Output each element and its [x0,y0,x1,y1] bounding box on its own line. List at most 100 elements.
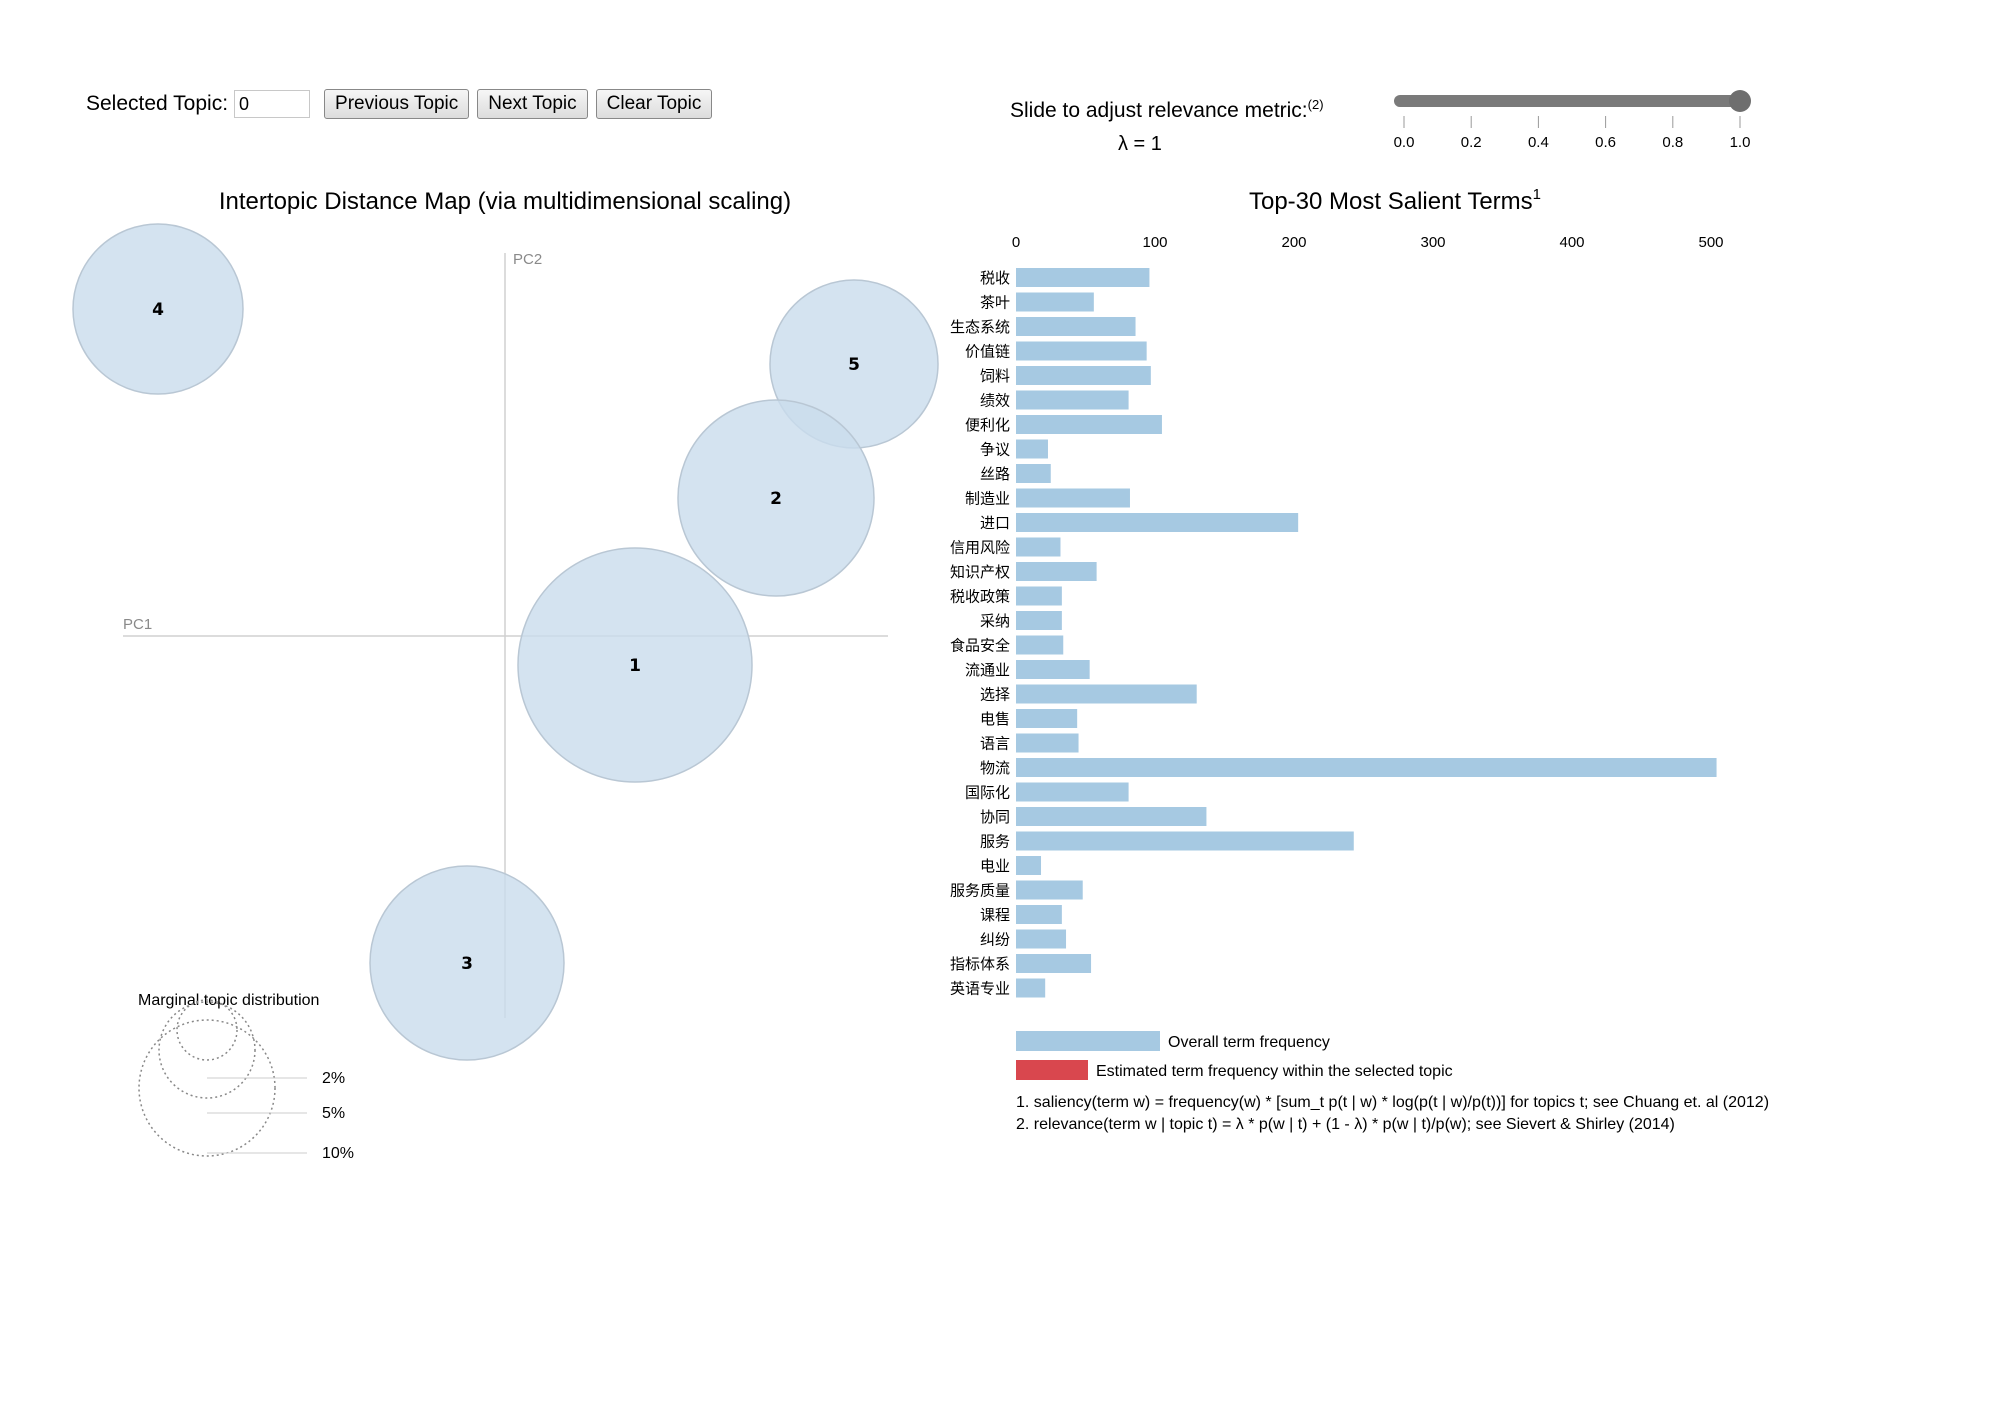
term-row[interactable]: 制造业 [965,488,1130,508]
term-row[interactable]: 国际化 [965,782,1129,802]
term-bar-overall[interactable] [1016,807,1207,826]
term-row[interactable]: 选择 [980,684,1197,704]
term-bar-overall[interactable] [1016,880,1083,900]
term-label[interactable]: 电业 [980,857,1010,875]
term-row[interactable]: 丝路 [980,464,1051,483]
term-label[interactable]: 选择 [980,686,1010,704]
term-bar-overall[interactable] [1016,366,1151,385]
term-label[interactable]: 茶叶 [980,294,1010,312]
term-bar-overall[interactable] [1016,929,1067,949]
term-label[interactable]: 丝路 [980,465,1010,483]
term-row[interactable]: 流通业 [965,660,1090,679]
topic-bubble-1[interactable]: 1 [517,547,753,783]
term-label[interactable]: 税收 [980,269,1010,287]
term-label[interactable]: 价值链 [965,343,1010,361]
term-row[interactable]: 绩效 [980,390,1129,410]
term-row[interactable]: 税收 [980,268,1150,287]
term-row[interactable]: 茶叶 [980,292,1094,312]
term-row[interactable]: 采纳 [980,611,1062,630]
term-bar-overall[interactable] [1016,954,1092,973]
term-row[interactable]: 食品安全 [950,635,1064,655]
term-row[interactable]: 电售 [980,709,1078,728]
term-label[interactable]: 英语专业 [950,980,1010,998]
term-label[interactable]: 电售 [980,710,1010,728]
term-label[interactable]: 语言 [980,735,1010,753]
term-bar-overall[interactable] [1016,709,1078,728]
term-label[interactable]: 税收政策 [950,588,1010,606]
term-bar-overall[interactable] [1016,758,1717,777]
term-row[interactable]: 物流 [980,758,1717,777]
selected-topic-input[interactable] [234,90,311,118]
term-bar-overall[interactable] [1016,317,1136,336]
term-bar-overall[interactable] [1016,782,1129,802]
term-bar-overall[interactable] [1016,611,1062,630]
term-row[interactable]: 进口 [980,513,1299,532]
term-label[interactable]: 流通业 [965,661,1010,679]
term-label[interactable]: 纠纷 [980,931,1010,949]
term-label[interactable]: 饲料 [980,367,1010,385]
term-label[interactable]: 生态系统 [950,318,1010,336]
term-label[interactable]: 采纳 [980,612,1010,630]
term-label[interactable]: 指标体系 [950,955,1010,973]
term-label[interactable]: 制造业 [965,490,1010,508]
term-bar-overall[interactable] [1016,390,1129,410]
term-row[interactable]: 便利化 [965,415,1162,434]
term-row[interactable]: 服务质量 [950,880,1083,900]
term-row[interactable]: 争议 [980,439,1048,459]
term-label[interactable]: 进口 [980,514,1010,532]
term-label[interactable]: 信用风险 [950,539,1010,557]
next-topic-button[interactable]: Next Topic [477,89,588,119]
term-bar-overall[interactable] [1016,292,1094,312]
term-row[interactable]: 语言 [980,733,1079,753]
term-row[interactable]: 电业 [980,856,1042,875]
term-bar-overall[interactable] [1016,635,1064,655]
term-row[interactable]: 信用风险 [950,537,1061,557]
relevance-slider[interactable]: 0.0 0.2 0.4 0.6 0.8 1.0 [1394,90,1751,151]
term-bar-overall[interactable] [1016,831,1354,851]
term-bar-overall[interactable] [1016,586,1062,606]
topic-bubble-4[interactable]: 4 [72,223,244,395]
term-label[interactable]: 食品安全 [950,637,1010,655]
term-bar-overall[interactable] [1016,978,1046,998]
term-label[interactable]: 争议 [980,441,1010,459]
term-bar-overall[interactable] [1016,562,1097,581]
term-label[interactable]: 国际化 [965,784,1010,802]
term-row[interactable]: 价值链 [965,341,1147,361]
term-bar-overall[interactable] [1016,905,1062,924]
term-bar-overall[interactable] [1016,660,1090,679]
term-label[interactable]: 服务 [980,833,1010,851]
term-bar-overall[interactable] [1016,415,1162,434]
term-bar-overall[interactable] [1016,488,1130,508]
term-bar-overall[interactable] [1016,733,1079,753]
term-label[interactable]: 课程 [980,906,1010,924]
previous-topic-button[interactable]: Previous Topic [324,89,470,119]
term-row[interactable]: 服务 [980,831,1354,851]
topic-bubble-2[interactable]: 2 [677,399,875,597]
term-bar-overall[interactable] [1016,268,1150,287]
term-row[interactable]: 协同 [980,807,1207,826]
term-label[interactable]: 协同 [980,808,1010,826]
term-label[interactable]: 物流 [980,759,1010,777]
term-row[interactable]: 生态系统 [950,317,1136,336]
term-bar-overall[interactable] [1016,464,1051,483]
term-label[interactable]: 知识产权 [950,563,1010,581]
term-row[interactable]: 指标体系 [950,954,1092,973]
topic-bubble-5[interactable]: 5 [769,279,939,449]
term-label[interactable]: 便利化 [965,416,1010,434]
clear-topic-button[interactable]: Clear Topic [595,89,713,119]
slider-handle[interactable] [1729,90,1751,112]
term-label[interactable]: 服务质量 [950,882,1010,900]
term-bar-overall[interactable] [1016,856,1042,875]
term-bar-overall[interactable] [1016,513,1299,532]
term-row[interactable]: 英语专业 [950,978,1046,998]
term-bar-overall[interactable] [1016,439,1048,459]
term-row[interactable]: 税收政策 [950,586,1062,606]
term-bar-overall[interactable] [1016,341,1147,361]
topic-bubble-3[interactable]: 3 [369,865,565,1061]
term-row[interactable]: 饲料 [980,366,1151,385]
term-bar-overall[interactable] [1016,684,1197,704]
term-bar-overall[interactable] [1016,537,1061,557]
term-row[interactable]: 知识产权 [950,562,1097,581]
term-row[interactable]: 课程 [980,905,1062,924]
term-row[interactable]: 纠纷 [980,929,1067,949]
